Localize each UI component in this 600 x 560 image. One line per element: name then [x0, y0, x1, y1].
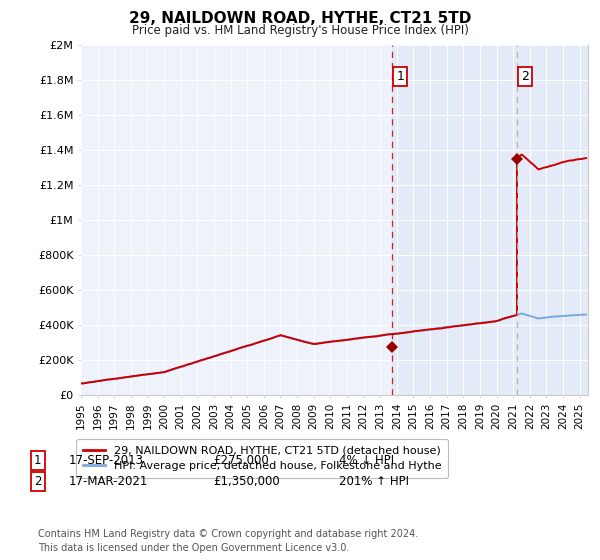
Legend: 29, NAILDOWN ROAD, HYTHE, CT21 5TD (detached house), HPI: Average price, detache: 29, NAILDOWN ROAD, HYTHE, CT21 5TD (deta…: [76, 439, 448, 478]
Text: 2: 2: [34, 475, 41, 488]
Text: £275,000: £275,000: [213, 454, 269, 467]
Text: 4% ↓ HPI: 4% ↓ HPI: [339, 454, 394, 467]
Text: 2: 2: [521, 70, 529, 83]
Text: £1,350,000: £1,350,000: [213, 475, 280, 488]
Text: 201% ↑ HPI: 201% ↑ HPI: [339, 475, 409, 488]
Text: 17-SEP-2013: 17-SEP-2013: [69, 454, 144, 467]
Text: Contains HM Land Registry data © Crown copyright and database right 2024.
This d: Contains HM Land Registry data © Crown c…: [38, 529, 418, 553]
Text: 1: 1: [397, 70, 404, 83]
Bar: [392, 45, 600, 395]
Text: 29, NAILDOWN ROAD, HYTHE, CT21 5TD: 29, NAILDOWN ROAD, HYTHE, CT21 5TD: [129, 11, 471, 26]
Text: Price paid vs. HM Land Registry's House Price Index (HPI): Price paid vs. HM Land Registry's House …: [131, 24, 469, 36]
Text: 1: 1: [34, 454, 41, 467]
Text: 17-MAR-2021: 17-MAR-2021: [69, 475, 148, 488]
